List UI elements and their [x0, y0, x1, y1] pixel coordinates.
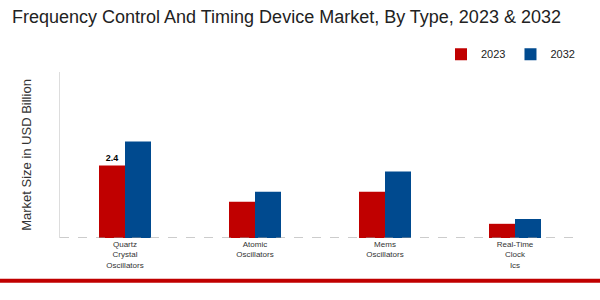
svg-text:Market Size in USD Billion: Market Size in USD Billion [19, 79, 34, 231]
svg-text:QuartzCrystalOscillators: QuartzCrystalOscillators [106, 240, 143, 270]
svg-text:Frequency Control And Timing D: Frequency Control And Timing Device Mark… [12, 7, 561, 27]
svg-text:Real-TimeClockIcs: Real-TimeClockIcs [497, 240, 534, 270]
svg-text:2.4: 2.4 [106, 153, 119, 163]
svg-text:2032: 2032 [550, 48, 574, 60]
svg-text:MemsOscillators: MemsOscillators [366, 240, 403, 259]
svg-text:AtomicOscillators: AtomicOscillators [236, 240, 273, 259]
svg-text:2023: 2023 [481, 48, 505, 60]
